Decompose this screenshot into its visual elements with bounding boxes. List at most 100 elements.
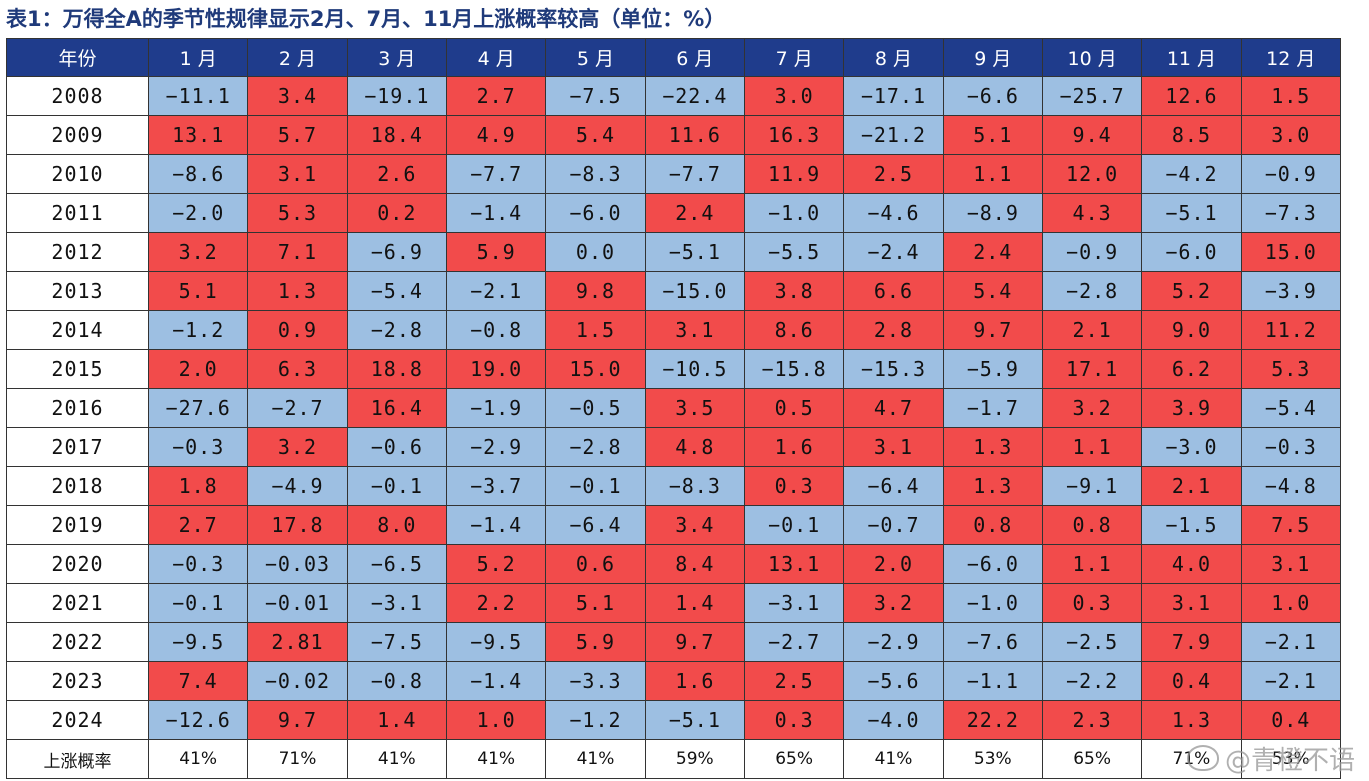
return-cell: −5.4 [346,271,447,311]
return-cell: 4.3 [1041,193,1143,233]
return-cell: −25.7 [1041,76,1143,116]
return-cell: −6.0 [1141,232,1242,272]
return-cell: −7.5 [346,622,447,662]
return-cell: 3.1 [1240,544,1341,584]
return-cell: 2.0 [147,349,249,389]
return-cell: 2.5 [843,154,944,194]
return-cell: 0.3 [743,700,845,740]
return-cell: 3.4 [644,505,745,545]
return-cell: 3.5 [644,388,745,428]
return-cell: 2.5 [743,661,845,701]
return-cell: −4.0 [843,700,944,740]
return-cell: −0.7 [843,505,944,545]
return-cell: 3.1 [1141,583,1242,623]
return-cell: −8.6 [147,154,249,194]
return-cell: 0.0 [545,232,646,272]
return-cell: 13.1 [147,115,249,155]
return-cell: −3.1 [346,583,447,623]
return-cell: 3.0 [743,76,845,116]
return-cell: −3.3 [545,661,646,701]
year-cell: 2013 [6,271,149,311]
return-cell: −6.0 [545,193,646,233]
return-cell: −0.3 [147,544,249,584]
year-cell: 2023 [6,661,149,701]
return-cell: 3.2 [1041,388,1143,428]
return-cell: 2.4 [644,193,745,233]
return-cell: 12.6 [1141,76,1242,116]
return-cell: −2.9 [445,427,547,467]
return-cell: 3.1 [644,310,745,350]
return-cell: 1.3 [942,427,1043,467]
return-cell: 0.4 [1240,700,1341,740]
return-cell: −7.5 [545,76,646,116]
probability-row: 上涨概率 41% 71% 41% 41% 41% 59% 65% 41% 53% 65% 71% 53% [6,739,1341,779]
return-cell: −2.7 [743,622,845,662]
return-cell: 3.2 [247,427,348,467]
return-cell: 1.8 [147,466,249,506]
return-cell: 1.6 [644,661,745,701]
return-cell: 11.9 [743,154,845,194]
return-cell: −6.6 [942,76,1043,116]
return-cell: 8.6 [743,310,845,350]
return-cell: −2.5 [1041,622,1143,662]
table-row: 2022 −9.5 2.81 −7.5 −9.5 5.9 9.7 −2.7 −2.9 −7.6 −2… [6,622,1341,662]
return-cell: 9.8 [545,271,646,311]
return-cell: −2.1 [1240,661,1341,701]
return-cell: −4.2 [1141,154,1242,194]
return-cell: −5.1 [644,232,745,272]
table-row: 2011 −2.0 5.3 0.2 −1.4 −6.0 2.4 −1.0 −4.6 −8.9 4.3… [6,193,1341,233]
year-cell: 2022 [6,622,149,662]
return-cell: −0.9 [1041,232,1143,272]
return-cell: 17.1 [1041,349,1143,389]
return-cell: −15.8 [743,349,845,389]
return-cell: −6.0 [942,544,1043,584]
return-cell: 1.1 [942,154,1043,194]
year-cell: 2014 [6,310,149,350]
header-month: 2 月 [247,38,348,77]
return-cell: 8.4 [644,544,745,584]
table-row: 2012 3.2 7.1 −6.9 5.9 0.0 −5.1 −5.5 −2.4 2.4 −0.9−… [6,232,1341,272]
return-cell: −1.4 [445,661,547,701]
return-cell: 1.0 [1240,583,1341,623]
return-cell: 18.8 [346,349,447,389]
return-cell: −3.7 [445,466,547,506]
return-cell: 1.1 [1041,544,1143,584]
return-cell: −5.1 [644,700,745,740]
return-cell: −21.2 [843,115,944,155]
year-cell: 2020 [6,544,149,584]
return-cell: −0.1 [346,466,447,506]
year-cell: 2010 [6,154,149,194]
return-cell: −10.5 [644,349,745,389]
return-cell: 3.0 [1240,115,1341,155]
return-cell: −1.2 [147,310,249,350]
return-cell: −7.6 [942,622,1043,662]
return-cell: −12.6 [147,700,249,740]
return-cell: 4.8 [644,427,745,467]
return-cell: 2.4 [942,232,1043,272]
year-cell: 2017 [6,427,149,467]
return-cell: −5.4 [1240,388,1341,428]
table-row: 2023 7.4 −0.02 −0.8 −1.4 −3.3 1.6 2.5 −5.6 −1.1 −2… [6,661,1341,701]
return-cell: −22.4 [644,76,745,116]
probability-cell: 53% [942,739,1043,779]
return-cell: 0.3 [1041,583,1143,623]
return-cell: −6.4 [843,466,944,506]
return-cell: 2.81 [247,622,348,662]
return-cell: −2.8 [1041,271,1143,311]
return-cell: −0.3 [1240,427,1341,467]
probability-cell: 41% [445,739,547,779]
year-cell: 2021 [6,583,149,623]
return-cell: −4.9 [247,466,348,506]
return-cell: 0.9 [247,310,348,350]
table-row: 2013 5.1 1.3 −5.4 −2.1 9.8 −15.0 3.8 6.6 5.4 −2.8 5… [6,271,1341,311]
return-cell: −2.7 [247,388,348,428]
table-row: 2018 1.8 −4.9 −0.1 −3.7 −0.1 −8.3 0.3 −6.4 1.3 −9.… [6,466,1341,506]
return-cell: −9.5 [147,622,249,662]
return-cell: 2.7 [147,505,249,545]
return-cell: −0.6 [346,427,447,467]
return-cell: 4.0 [1141,544,1242,584]
year-cell: 2018 [6,466,149,506]
probability-cell: 65% [1041,739,1143,779]
